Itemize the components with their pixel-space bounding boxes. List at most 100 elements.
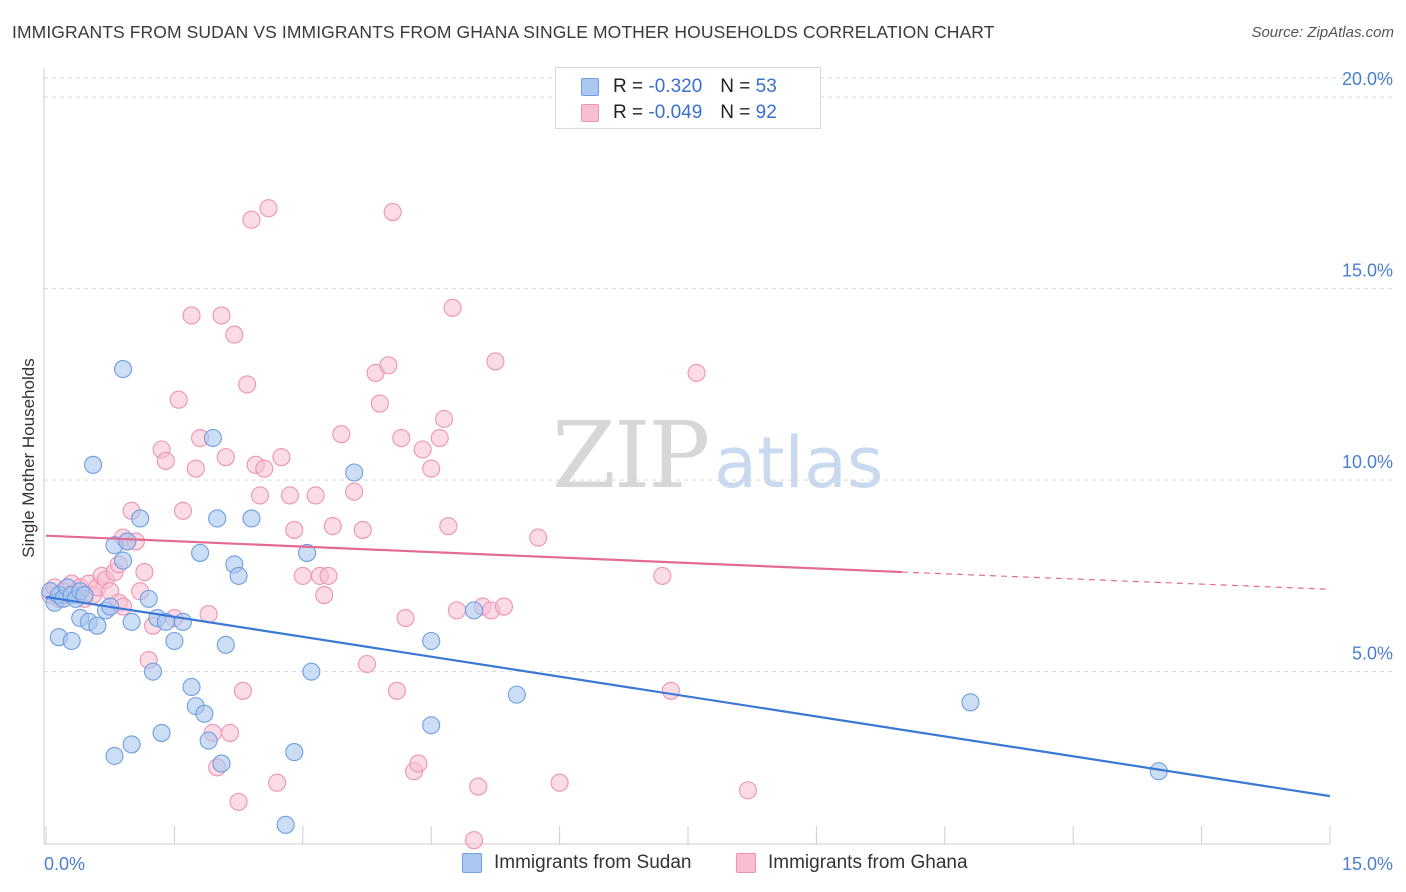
ghana-point <box>443 298 462 317</box>
sudan-point <box>212 754 231 773</box>
sudan-point <box>242 509 261 528</box>
sudan-point <box>464 601 484 620</box>
ghana-point <box>135 563 154 582</box>
sudan-point <box>139 589 158 608</box>
y-tick-label: 20.0% <box>1342 69 1393 89</box>
y-axis-label: Single Mother Households <box>19 358 38 557</box>
ghana-point <box>439 517 458 536</box>
legend-swatch-ghana <box>581 104 599 122</box>
watermark-zip: ZIP <box>552 402 710 509</box>
ghana-point <box>173 501 193 520</box>
grid-lines <box>44 77 1394 673</box>
sudan-point <box>422 716 441 735</box>
ghana-point <box>357 654 377 674</box>
sudan-point <box>152 723 171 742</box>
ghana-point <box>259 199 278 218</box>
ghana-point <box>494 597 514 616</box>
sudan-point <box>422 631 441 651</box>
ghana-point <box>370 394 389 413</box>
ghana-point <box>225 325 244 344</box>
watermark-atlas: atlas <box>714 422 884 504</box>
legend-ghana-r-value: -0.049 <box>648 102 703 123</box>
x-tick-label-max: 15.0% <box>1342 854 1393 874</box>
legend-sudan-r-label: R = <box>613 76 644 97</box>
ghana-point <box>169 390 188 409</box>
legend-sudan-n-value: 53 <box>755 76 777 97</box>
ghana-point <box>306 486 325 505</box>
legend-item-ghana-swatch <box>736 853 756 873</box>
legend-item-ghana: Immigrants from Ghana <box>736 852 968 874</box>
legend-sudan-n-label: N = <box>720 76 751 97</box>
watermark: ZIPatlas <box>552 402 883 509</box>
ghana-point <box>379 356 398 375</box>
legend-item-ghana-label: Immigrants from Ghana <box>768 852 968 873</box>
ghana-point <box>653 566 672 585</box>
ghana-point <box>212 306 231 325</box>
ghana-point <box>434 409 454 428</box>
y-tick-label: 15.0% <box>1342 261 1393 281</box>
ghana-point <box>186 459 205 478</box>
sudan-point <box>195 704 214 723</box>
ghana-point <box>392 428 411 448</box>
ghana-point <box>280 486 300 505</box>
sudan-point <box>216 635 235 654</box>
sudan-point <box>298 543 317 562</box>
series-legend: Immigrants from Sudan Immigrants from Gh… <box>0 852 1406 878</box>
sudan-point <box>173 612 193 631</box>
x-tick-label-min: 0.0% <box>44 854 85 874</box>
ghana-point <box>229 792 248 811</box>
ghana-point <box>220 723 240 742</box>
ghana-point <box>332 425 351 444</box>
series-ghana-points <box>41 199 757 850</box>
sudan-point <box>285 743 304 762</box>
ghana-point <box>216 448 235 467</box>
ghana-point <box>430 428 449 448</box>
ghana-point <box>396 608 415 628</box>
ghana-point <box>199 605 218 624</box>
sudan-point <box>113 551 133 570</box>
tick-labels: 5.0% 10.0% 15.0% 20.0% 0.0% 15.0% <box>44 69 1393 874</box>
ghana-trend-line <box>45 534 903 574</box>
sudan-point <box>199 731 218 750</box>
correlation-legend: R = -0.320 N = 53 R = -0.049 N = 92 <box>555 67 821 129</box>
sudan-point <box>203 428 222 448</box>
ghana-point <box>353 520 372 539</box>
ghana-point <box>464 831 484 850</box>
source-label: Source: ZipAtlas.com <box>1251 24 1394 41</box>
sudan-point <box>191 543 210 562</box>
sudan-point <box>84 455 103 474</box>
sudan-point <box>229 566 248 585</box>
ghana-point <box>469 777 488 796</box>
ghana-point <box>486 352 505 371</box>
trend-lines <box>45 534 1331 798</box>
sudan-point <box>88 616 107 635</box>
sudan-point <box>276 815 295 834</box>
ghana-point <box>315 585 334 605</box>
y-tick-label: 5.0% <box>1352 644 1393 664</box>
sudan-point <box>131 509 150 528</box>
ghana-point <box>285 520 304 539</box>
ghana-trend-extension <box>901 571 1331 590</box>
ghana-point <box>529 528 548 547</box>
ghana-point <box>687 363 706 382</box>
sudan-point <box>122 735 141 754</box>
legend-sudan-r-value: -0.320 <box>648 76 703 97</box>
ghana-point <box>409 754 428 773</box>
sudan-point <box>143 662 163 681</box>
sudan-point <box>105 746 124 765</box>
legend-row-sudan: R = -0.320 N = 53 <box>556 74 777 100</box>
y-tick-label: 10.0% <box>1342 452 1393 472</box>
ghana-point <box>319 566 338 585</box>
ghana-point <box>182 306 201 325</box>
ghana-point <box>387 681 407 700</box>
ghana-point <box>272 448 291 467</box>
ghana-point <box>738 781 757 800</box>
sudan-point <box>302 662 321 681</box>
sudan-point <box>208 509 227 528</box>
ghana-point <box>447 601 466 620</box>
sudan-point <box>182 677 201 697</box>
sudan-point <box>62 631 81 651</box>
sudan-point <box>345 463 364 482</box>
legend-item-sudan-swatch <box>462 853 482 873</box>
